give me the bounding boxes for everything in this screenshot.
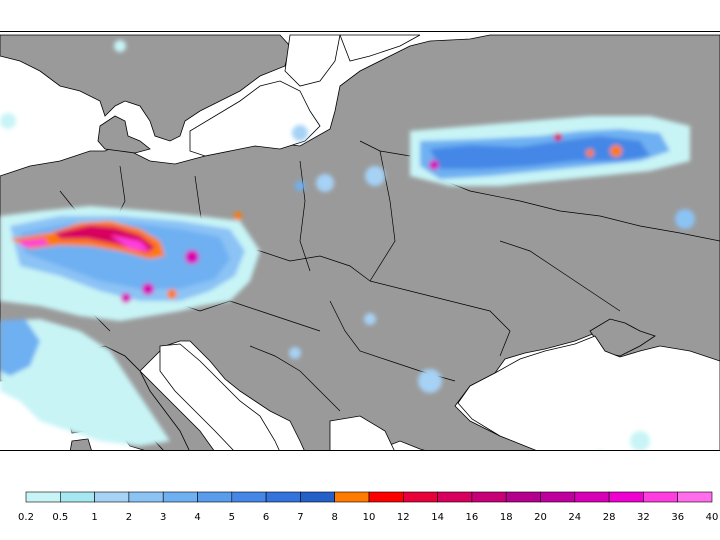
legend-label: 24	[568, 512, 581, 523]
legend-swatch	[94, 491, 130, 503]
legend-swatch	[402, 491, 438, 503]
legend-swatch	[128, 491, 164, 503]
legend-label: 7	[297, 512, 303, 523]
legend-swatch	[265, 491, 301, 503]
legend-swatch	[59, 491, 95, 503]
legend-label: 32	[637, 512, 650, 523]
precipitation-overlay	[0, 40, 695, 450]
legend-label: 4	[194, 512, 200, 523]
legend-label: 5	[229, 512, 235, 523]
legend-swatch	[643, 491, 679, 503]
legend-swatch	[437, 491, 473, 503]
precipitation-map	[0, 31, 720, 451]
legend-swatch	[25, 491, 61, 503]
legend-label: 20	[534, 512, 547, 523]
legend-label: 10	[363, 512, 376, 523]
map-canvas	[0, 34, 720, 450]
legend-swatch	[677, 491, 713, 503]
legend-swatch	[540, 491, 576, 503]
legend-swatch	[231, 491, 267, 503]
legend-label: 36	[671, 512, 684, 523]
legend-swatch	[608, 491, 644, 503]
color-legend: 0.2 0.5 1 2 3 4 5 6 7 8 10 12 14 16 18 20 24 28 32 36 40	[18, 491, 719, 523]
legend-swatch	[197, 491, 233, 503]
legend-swatch	[334, 491, 370, 503]
legend-label: 8	[332, 512, 338, 523]
legend-swatch	[574, 491, 610, 503]
legend-label: 14	[431, 512, 444, 523]
legend-label: 0.2	[18, 512, 34, 523]
legend-label: 0.5	[52, 512, 68, 523]
legend-label: 18	[500, 512, 513, 523]
seas	[159, 34, 720, 450]
legend-swatch	[368, 491, 404, 503]
legend-label: 1	[91, 512, 97, 523]
legend-label: 40	[706, 512, 719, 523]
legend-swatch	[471, 491, 507, 503]
legend-swatch	[300, 491, 335, 503]
legend-label: 2	[126, 512, 132, 523]
legend-label: 28	[603, 512, 616, 523]
legend-label: 3	[160, 512, 166, 523]
legend-swatch	[162, 491, 198, 503]
legend-label: 12	[397, 512, 410, 523]
legend-swatch	[505, 491, 541, 503]
legend-label: 6	[263, 512, 269, 523]
legend-label: 16	[466, 512, 479, 523]
